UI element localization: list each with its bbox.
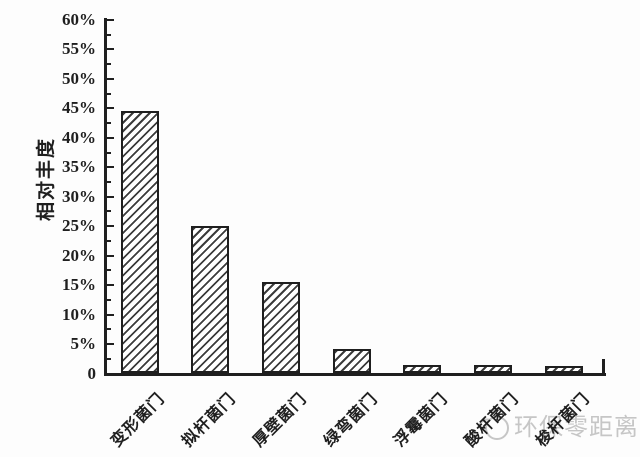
watermark-text: 环保零距离 (514, 414, 639, 441)
y-tick-label: 25% (62, 216, 96, 236)
bar-厚壁菌门 (261, 281, 300, 374)
x-axis-line (104, 372, 606, 376)
y-minor-tick (106, 63, 111, 66)
x-category-label: 绿弯菌门 (320, 390, 381, 451)
bird-logo-icon (479, 408, 509, 440)
y-major-tick (106, 107, 114, 110)
y-major-tick (106, 284, 114, 287)
y-tick-label: 30% (62, 186, 96, 206)
y-minor-tick (106, 239, 111, 242)
y-minor-tick (106, 151, 111, 154)
y-tick-label: 15% (62, 275, 96, 295)
y-major-tick (106, 225, 114, 228)
bar-酸杆菌门 (474, 364, 512, 374)
bar-拟杆菌门 (191, 226, 230, 374)
y-major-tick (106, 136, 114, 139)
bar-绿弯菌门 (332, 348, 371, 374)
y-major-tick (106, 18, 114, 21)
y-minor-tick (106, 298, 111, 301)
y-axis-line (104, 18, 107, 375)
y-tick-label: 0 (87, 363, 97, 383)
y-tick-label: 10% (62, 304, 96, 324)
x-category-label: 拟杆菌门 (179, 390, 240, 451)
y-minor-tick (106, 269, 111, 272)
y-minor-tick (106, 328, 111, 331)
y-major-tick (106, 343, 114, 346)
y-tick-label: 60% (62, 9, 96, 29)
y-major-tick (106, 254, 114, 257)
y-tick-label: 5% (70, 334, 97, 354)
x-category-label: 厚壁菌门 (250, 390, 311, 451)
bar-浮霉菌门 (403, 364, 442, 374)
y-minor-tick (106, 357, 111, 360)
y-minor-tick (106, 122, 111, 125)
y-tick-label: 40% (62, 127, 96, 147)
y-major-tick (106, 166, 114, 169)
y-minor-tick (106, 210, 111, 213)
y-tick-label: 45% (62, 98, 96, 118)
y-major-tick (106, 48, 114, 51)
y-tick-label: 35% (62, 157, 96, 177)
y-minor-tick (106, 181, 111, 183)
y-major-tick (106, 77, 114, 80)
y-minor-tick (106, 33, 111, 36)
x-category-label: 变形菌门 (108, 390, 169, 451)
bar-变形菌门 (120, 111, 159, 374)
y-tick-label: 55% (62, 39, 96, 59)
bar-梭杆菌门 (544, 366, 583, 374)
y-minor-tick (106, 92, 111, 95)
y-major-tick (106, 313, 114, 316)
y-tick-label: 50% (62, 68, 96, 88)
y-major-tick (106, 195, 114, 198)
y-major-tick (106, 372, 114, 375)
x-category-label: 浮霉菌门 (391, 390, 452, 451)
watermark: 环保零距离 (477, 404, 639, 443)
x-axis-end-cap (602, 359, 605, 374)
y-tick-label: 20% (62, 245, 96, 265)
